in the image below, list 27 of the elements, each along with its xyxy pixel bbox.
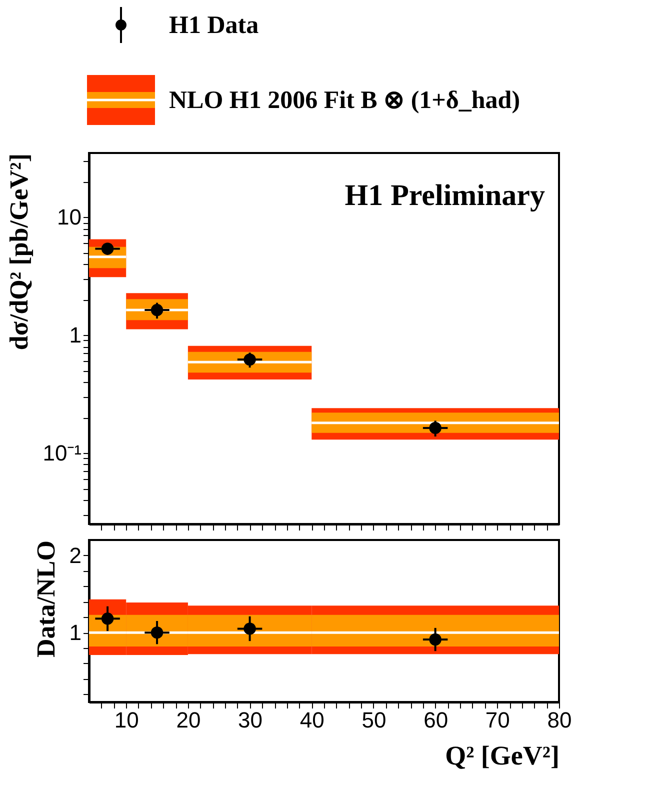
y-tick-label: 10 <box>57 204 82 230</box>
x-tick-label: 70 <box>485 708 510 732</box>
point <box>429 422 442 434</box>
y-tick-label: 10⁻¹ <box>42 440 82 466</box>
point <box>244 622 256 635</box>
legend-label: H1 Data <box>169 12 260 39</box>
x-tick-label: 50 <box>362 708 386 732</box>
point <box>101 612 114 625</box>
y-axis-title: dσ/dQ² [pb/GeV²] <box>4 154 34 350</box>
x-tick-label: 40 <box>300 708 324 732</box>
x-tick-label: 60 <box>424 708 448 732</box>
y-tick-label: 1 <box>69 322 82 348</box>
x-tick-label: 30 <box>238 708 263 732</box>
x-tick-label: 80 <box>547 708 572 732</box>
point <box>101 242 114 255</box>
y-tick-label: 1 <box>69 620 82 646</box>
annotation: H1 Preliminary <box>344 179 545 212</box>
x-axis-title: Q² [GeV²] <box>445 740 560 770</box>
legend-label: NLO H1 2006 Fit B ⊗ (1+δ_had) <box>169 87 520 114</box>
point <box>244 353 256 366</box>
x-tick-label: 20 <box>176 708 201 732</box>
point <box>150 626 164 639</box>
y-tick-label: 2 <box>69 542 82 568</box>
point <box>429 633 442 646</box>
point <box>150 304 164 316</box>
x-tick-label: 10 <box>114 708 139 732</box>
y-axis-title: Data/NLO <box>31 540 60 658</box>
